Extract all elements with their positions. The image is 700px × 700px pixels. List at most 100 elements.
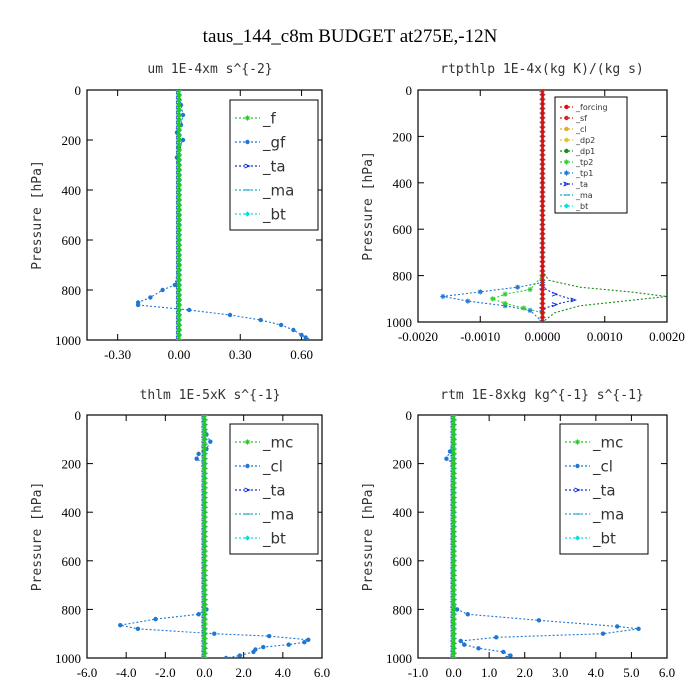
data-point-mc xyxy=(450,587,457,593)
y-tick-label: 0 xyxy=(75,408,82,423)
data-point-forcing xyxy=(540,319,545,322)
x-tick-label: -0.0010 xyxy=(460,329,500,344)
data-point-forcing xyxy=(540,222,545,227)
legend-entry-label: _sf xyxy=(575,114,587,123)
data-point-cl xyxy=(444,456,449,461)
data-point-forcing xyxy=(540,315,545,320)
data-point-f xyxy=(176,312,182,318)
legend-entry-label: _ma xyxy=(575,191,593,200)
y-tick-label: 0 xyxy=(406,83,413,98)
data-point-forcing xyxy=(540,278,545,283)
legend-entry-label: _gf xyxy=(262,133,286,152)
data-point-cl xyxy=(306,637,311,642)
data-point-mc xyxy=(201,485,208,491)
data-point-forcing xyxy=(540,264,545,269)
legend-marker xyxy=(574,487,581,493)
data-point-mc xyxy=(201,436,208,442)
y-tick-label: 600 xyxy=(393,222,413,237)
data-point-mc xyxy=(201,606,208,612)
y-axis-label: Pressure [hPa] xyxy=(30,160,45,270)
data-point-f xyxy=(176,227,182,233)
data-point-mc xyxy=(201,616,208,622)
data-point-f xyxy=(176,262,182,268)
y-axis-label: Pressure [hPa] xyxy=(361,482,376,592)
legend-marker xyxy=(244,535,251,541)
data-point-forcing xyxy=(540,231,545,237)
data-point-f xyxy=(176,307,182,313)
data-point-mc xyxy=(201,461,208,467)
y-tick-label: 200 xyxy=(393,457,413,472)
data-point-mc xyxy=(450,426,457,433)
data-point-f xyxy=(176,137,182,143)
data-point-mc xyxy=(450,417,457,423)
x-tick-label: 4.0 xyxy=(588,665,604,680)
panel-title: um 1E-4xm s^{-2} xyxy=(147,62,272,77)
y-tick-label: 800 xyxy=(393,602,413,617)
y-tick-label: 0 xyxy=(75,83,82,98)
data-point-mc xyxy=(201,592,208,598)
data-point-mc xyxy=(201,582,208,588)
data-point-mc xyxy=(201,631,208,637)
data-point-mc xyxy=(201,640,208,647)
data-point-mc xyxy=(450,504,457,510)
data-point-mc xyxy=(450,509,457,515)
data-point-tp1 xyxy=(465,298,471,304)
data-point-f xyxy=(176,187,182,193)
data-point-mc xyxy=(201,567,208,574)
data-point-f xyxy=(176,247,182,253)
x-tick-label: 2.0 xyxy=(236,665,252,680)
y-tick-label: 1000 xyxy=(386,651,412,666)
data-point-mc xyxy=(450,461,457,467)
legend-entry-label: _mc xyxy=(592,433,623,452)
data-point-mc xyxy=(450,456,457,462)
data-point-mc xyxy=(450,650,457,656)
data-point-mc xyxy=(201,465,208,472)
data-point-mc xyxy=(201,572,208,578)
data-point-f xyxy=(176,182,182,188)
data-point-forcing xyxy=(540,254,545,260)
data-point-mc xyxy=(450,529,457,535)
data-point-gf xyxy=(305,337,310,340)
data-point-f xyxy=(176,237,182,243)
data-point-mc xyxy=(201,480,208,486)
data-point-f xyxy=(176,332,182,338)
x-tick-label: 6.0 xyxy=(659,665,675,680)
data-point-cl xyxy=(447,449,453,454)
legend-marker xyxy=(244,163,251,169)
series-line-tp1 xyxy=(442,90,544,322)
data-point-f xyxy=(176,152,182,158)
y-tick-label: 1000 xyxy=(55,651,81,666)
x-tick-label: -1.0 xyxy=(408,665,429,680)
data-point-tp2 xyxy=(521,305,527,311)
data-point-mc xyxy=(201,499,208,506)
data-point-mc xyxy=(201,451,208,457)
data-point-forcing xyxy=(540,106,545,111)
x-tick-label: 0.60 xyxy=(290,347,313,362)
data-point-gf xyxy=(160,287,165,293)
x-tick-label: -0.0020 xyxy=(398,329,438,344)
data-point-forcing xyxy=(540,92,545,97)
data-point-f xyxy=(176,132,182,138)
legend-marker xyxy=(563,181,570,187)
data-point-mc xyxy=(450,441,457,447)
legend-marker xyxy=(244,439,251,445)
y-tick-label: 600 xyxy=(62,554,82,569)
legend-marker xyxy=(564,137,569,143)
data-point-mc xyxy=(201,558,208,564)
data-point-mc xyxy=(201,611,208,617)
data-point-mc xyxy=(201,553,208,559)
data-point-forcing xyxy=(540,166,545,172)
data-point-cl xyxy=(302,640,307,645)
data-point-gf xyxy=(258,317,263,323)
chart-panel-3: thlm 1E-5xK s^{-1} 0 200 400 600 800 1000-6.0 -… xyxy=(30,388,330,680)
x-tick-label: -6.0 xyxy=(77,665,98,680)
data-point-f xyxy=(176,147,182,153)
x-tick-label: -2.0 xyxy=(155,665,176,680)
data-point-f xyxy=(176,207,182,213)
data-point-tp1 xyxy=(440,293,446,300)
legend-entry-label: _tp2 xyxy=(575,158,593,167)
data-point-gf xyxy=(278,322,284,328)
data-point-mc xyxy=(450,631,457,637)
data-point-gf xyxy=(172,282,178,288)
figure-title: taus_144_c8m BUDGET at275E,-12N xyxy=(203,26,498,47)
